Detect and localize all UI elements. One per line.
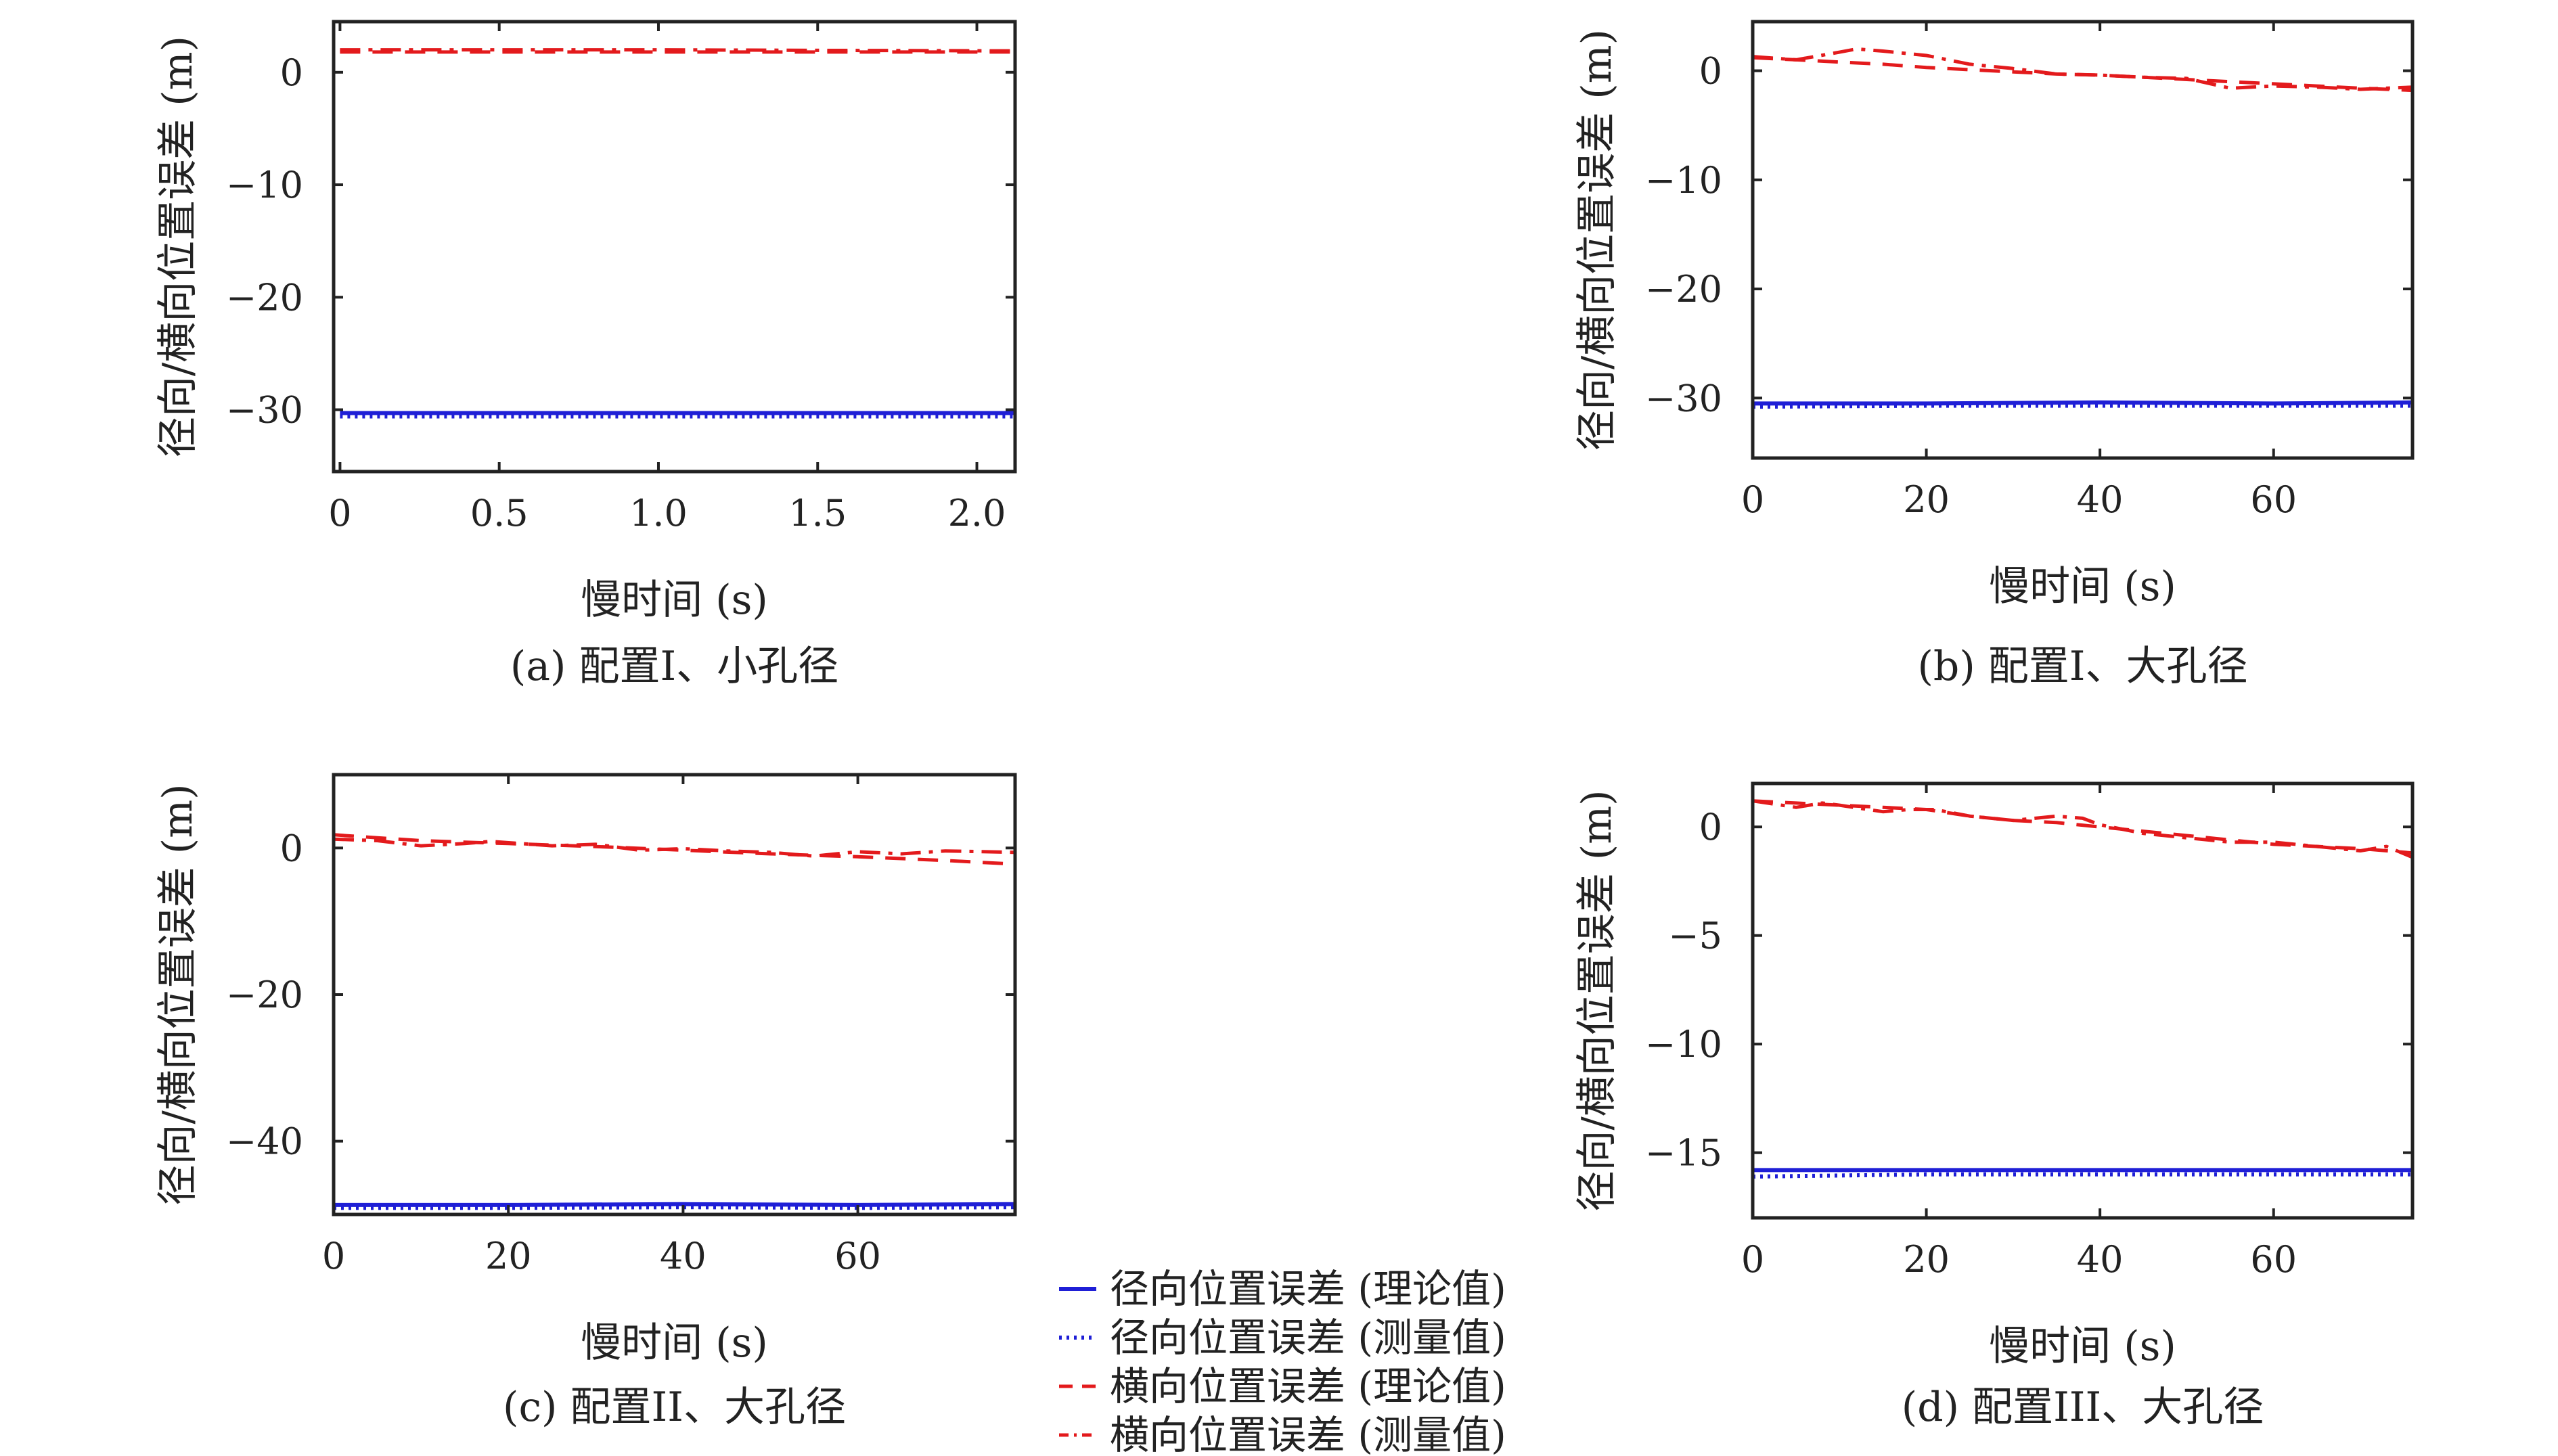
series-group: [334, 833, 1015, 1210]
x-tick-label: 20: [485, 1235, 532, 1277]
series-line-3: [334, 837, 1015, 858]
y-tick-label: −20: [226, 974, 303, 1016]
y-tick-label: −10: [1645, 1023, 1722, 1066]
y-tick-label: 0: [1699, 50, 1722, 93]
x-tick-label: 60: [2250, 478, 2297, 521]
legend-label: 横向位置误差 (理论值): [1110, 1363, 1506, 1409]
y-tick-label: −40: [226, 1120, 303, 1163]
x-axis-label: 慢时间 (s): [1989, 563, 2176, 610]
y-tick-label: −20: [226, 276, 303, 319]
y-axis-label: 径向/横向位置误差 (m): [154, 784, 202, 1206]
x-tick-label: 0: [1741, 1238, 1764, 1281]
x-tick-label: 0: [322, 1235, 345, 1277]
series-line-3: [1753, 47, 2413, 91]
y-tick-label: −15: [1645, 1132, 1722, 1175]
subplot-d: 0 20 40 60 −15 −10 −5 0 慢时间 (s) 径向/横向位置误差 (m) (d) …: [1573, 781, 2415, 1431]
x-tick-label: 0: [328, 492, 351, 534]
subplot-caption: (d) 配置III、大孔径: [1902, 1384, 2264, 1431]
y-tick-label: 0: [280, 51, 303, 94]
subplot-caption: (b) 配置I、大孔径: [1918, 643, 2248, 690]
series-line-1: [1753, 1172, 2413, 1179]
series-line-2: [1753, 799, 2413, 855]
x-tick-label: 20: [1903, 1238, 1950, 1281]
x-tick-label: 40: [2077, 1238, 2124, 1281]
y-axis-label: 径向/横向位置误差 (m): [1573, 790, 1621, 1212]
x-tick-label: 60: [2250, 1238, 2297, 1281]
series-group: [340, 48, 1015, 419]
y-tick-label: −30: [1645, 377, 1722, 419]
subplot-c: 0 20 40 60 −40 −20 0 慢时间 (s) 径向/横向位置误差 (m) (c) 配置…: [154, 773, 1017, 1431]
plot-frame: [1751, 781, 2415, 1220]
plot-frame: [1751, 20, 2415, 460]
series-line-0: [1753, 400, 2413, 406]
y-tick-label: 0: [280, 827, 303, 869]
x-tick-label: 0: [1741, 478, 1764, 521]
subplot-caption: (c) 配置II、大孔径: [503, 1384, 846, 1431]
legend-label: 横向位置误差 (测量值): [1110, 1412, 1506, 1456]
legend-label: 径向位置误差 (理论值): [1110, 1266, 1506, 1312]
series-line-0: [334, 1202, 1015, 1207]
y-tick-label: −20: [1645, 268, 1722, 311]
series-line-3: [340, 48, 1015, 53]
y-tick-label: −10: [1645, 159, 1722, 202]
x-tick-label: 40: [2077, 478, 2124, 521]
y-axis-label: 径向/横向位置误差 (m): [1573, 29, 1621, 451]
y-tick-label: 0: [1699, 806, 1722, 848]
y-tick-label: −10: [226, 164, 303, 206]
series-line-2: [334, 833, 1015, 866]
x-tick-label: 2.0: [948, 492, 1006, 534]
legend: 径向位置误差 (理论值)径向位置误差 (测量值)横向位置误差 (理论值)横向位置…: [1059, 1266, 1506, 1456]
subplot-caption: (a) 配置I、小孔径: [510, 643, 838, 690]
y-tick-label: −5: [1668, 915, 1722, 957]
x-axis-label: 慢时间 (s): [581, 1319, 768, 1367]
x-tick-label: 60: [834, 1235, 881, 1277]
plot-frame: [332, 20, 1017, 474]
x-tick-label: 40: [660, 1235, 706, 1277]
subplot-a: 0 0.5 1.0 1.5 2.0 −30 −20 −10 0 慢时间 (s) 径向/横向位置误差 …: [154, 20, 1017, 690]
legend-label: 径向位置误差 (测量值): [1110, 1315, 1506, 1361]
x-axis-label: 慢时间 (s): [581, 576, 768, 624]
x-axis-label: 慢时间 (s): [1989, 1323, 2176, 1370]
x-tick-label: 1.0: [629, 492, 688, 534]
x-tick-label: 20: [1903, 478, 1950, 521]
series-line-1: [334, 1205, 1015, 1210]
y-axis-label: 径向/横向位置误差 (m): [154, 36, 202, 457]
x-tick-label: 1.5: [788, 492, 847, 534]
x-tick-label: 0.5: [470, 492, 529, 534]
series-group: [1753, 799, 2413, 1179]
series-line-1: [1753, 403, 2413, 409]
subplot-b: 0 20 40 60 −30 −20 −10 0 慢时间 (s) 径向/横向位置误差 (m) (b)…: [1573, 20, 2415, 690]
series-group: [1753, 47, 2413, 409]
y-tick-label: −30: [226, 389, 303, 432]
series-line-3: [1753, 799, 2413, 859]
